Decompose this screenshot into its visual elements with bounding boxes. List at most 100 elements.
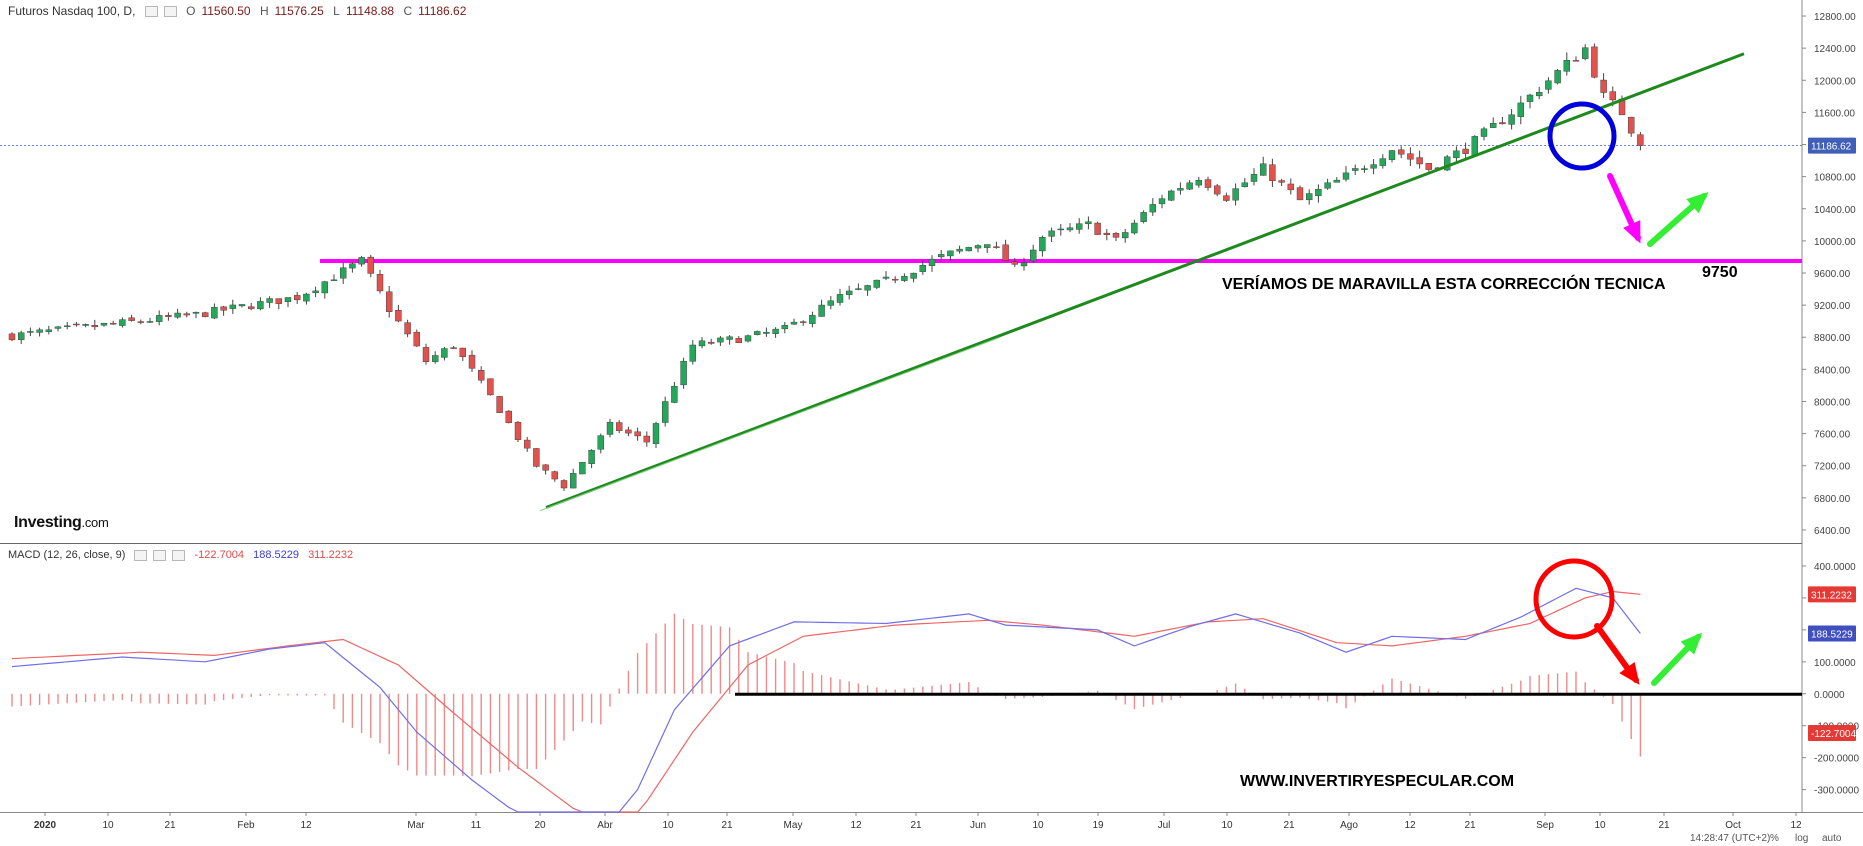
symbol-title[interactable]: Futuros Nasdaq 100, D, xyxy=(8,4,136,18)
candle-body xyxy=(910,272,917,279)
candle-body xyxy=(183,313,191,316)
candle-body xyxy=(662,401,669,423)
auto-button[interactable]: auto xyxy=(1822,833,1842,844)
candle-body xyxy=(928,258,936,266)
candle-body xyxy=(1545,80,1552,90)
price-tick-label: 10800.00 xyxy=(1814,173,1856,184)
price-tick-label: 11600.00 xyxy=(1814,108,1855,119)
annotation-level: 9750 xyxy=(1702,264,1738,281)
histogram-badge-label: -122.7004 xyxy=(1811,729,1856,740)
price-tick-label: 7200.00 xyxy=(1814,462,1851,473)
candle-body xyxy=(1241,182,1249,187)
candle-body xyxy=(45,329,52,332)
time-tick-label: 10 xyxy=(1221,820,1233,831)
candle-body xyxy=(993,246,1000,248)
price-tick-label: 8000.00 xyxy=(1814,397,1851,408)
macd-title[interactable]: MACD (12, 26, close, 9) xyxy=(8,549,126,561)
close-value: 11186.62 xyxy=(418,4,467,18)
candle-body xyxy=(763,331,770,334)
candle-body xyxy=(542,464,549,471)
candle-body xyxy=(818,304,825,317)
time-tick-label: 10 xyxy=(1032,820,1044,831)
candle-body xyxy=(229,304,237,309)
candle-body xyxy=(652,423,660,444)
candle-body xyxy=(91,325,99,328)
candle-body xyxy=(1177,188,1184,191)
candle-body xyxy=(1499,122,1506,125)
candle-body xyxy=(1186,182,1193,190)
candle-body xyxy=(100,323,108,326)
candle-body xyxy=(1213,185,1221,195)
histogram-badge: -122.7004 xyxy=(1808,724,1856,741)
investing-logo: Investing.com xyxy=(14,514,109,532)
time-tick-label: 10 xyxy=(102,820,114,831)
candle-body xyxy=(606,421,614,435)
candle-body xyxy=(901,276,908,281)
candle-body xyxy=(1416,157,1423,165)
candle-body xyxy=(1361,168,1368,171)
percent-button[interactable]: % xyxy=(1770,833,1779,844)
candle-body xyxy=(1011,261,1018,265)
hide-series-button[interactable] xyxy=(144,6,158,18)
log-button[interactable]: log xyxy=(1795,833,1809,844)
candle-body xyxy=(671,385,678,403)
candle-body xyxy=(855,288,862,290)
candle-body xyxy=(1627,116,1635,134)
candle-body xyxy=(1563,60,1571,72)
price-tick-label: 10400.00 xyxy=(1814,205,1856,216)
candle-body xyxy=(266,298,273,303)
macd-settings-button[interactable] xyxy=(153,549,167,561)
time-tick-label: Ago xyxy=(1340,820,1358,831)
macd-badge-bg xyxy=(1808,625,1856,642)
candle-body xyxy=(137,321,145,323)
histogram-badge-bg xyxy=(1808,724,1856,741)
high-value: 11576.25 xyxy=(274,4,324,18)
time-tick-label: Mar xyxy=(407,820,425,831)
candle-body xyxy=(1342,172,1350,180)
candle-body xyxy=(340,267,347,279)
candle-body xyxy=(1315,189,1322,197)
macd-badge-label: 188.5229 xyxy=(1811,630,1853,641)
price-axis[interactable]: 12800.0012400.0012000.0011600.0011200.00… xyxy=(1802,12,1856,537)
candle-body xyxy=(1287,183,1295,191)
price-tick-label: 8800.00 xyxy=(1814,333,1851,344)
candle-body xyxy=(27,331,34,333)
uptrend-line xyxy=(545,52,1745,509)
candle-body xyxy=(873,279,880,288)
candle-body xyxy=(1167,190,1175,201)
macd-legend: MACD (12, 26, close, 9) -122.7004 188.52… xyxy=(8,549,359,561)
candlesticks xyxy=(8,43,1644,491)
signal-badge-label: 311.2232 xyxy=(1811,590,1852,601)
candle-body xyxy=(395,309,402,322)
candle-body xyxy=(1296,187,1304,201)
candle-body xyxy=(119,319,126,326)
candle-body xyxy=(1094,222,1101,235)
candle-body xyxy=(956,248,963,252)
series-settings-button[interactable] xyxy=(163,6,177,18)
candle-body xyxy=(1259,163,1267,176)
candle-body xyxy=(579,462,586,475)
candle-body xyxy=(708,341,715,344)
candle-body xyxy=(321,281,328,294)
time-tick-label: Feb xyxy=(237,820,255,831)
candle-body xyxy=(192,311,200,314)
macd-close-button[interactable] xyxy=(172,549,186,561)
footer-time: 14:28:47 (UTC+2) xyxy=(1690,833,1771,844)
candle-body xyxy=(1489,122,1497,128)
macd-tick-label: -300.0000 xyxy=(1814,786,1859,797)
magenta-down-arrow xyxy=(1607,173,1641,244)
candle-body xyxy=(1637,134,1644,146)
macd-hide-button[interactable] xyxy=(134,549,148,561)
magenta-down-arrow-head xyxy=(1623,220,1641,244)
time-axis[interactable]: 2020 10 21 Feb 12 Mar 11 20 Abr 10 21 May 12 21 Jun 10 1… xyxy=(34,812,1802,831)
time-tick-label: 20 xyxy=(534,820,546,831)
candle-body xyxy=(1140,212,1147,222)
candle-body xyxy=(450,347,457,349)
time-tick-label: Abr xyxy=(597,820,613,831)
candle-body xyxy=(63,325,71,327)
candle-body xyxy=(1609,91,1617,101)
candle-body xyxy=(1407,153,1414,160)
time-tick-label: 21 xyxy=(1283,820,1295,831)
